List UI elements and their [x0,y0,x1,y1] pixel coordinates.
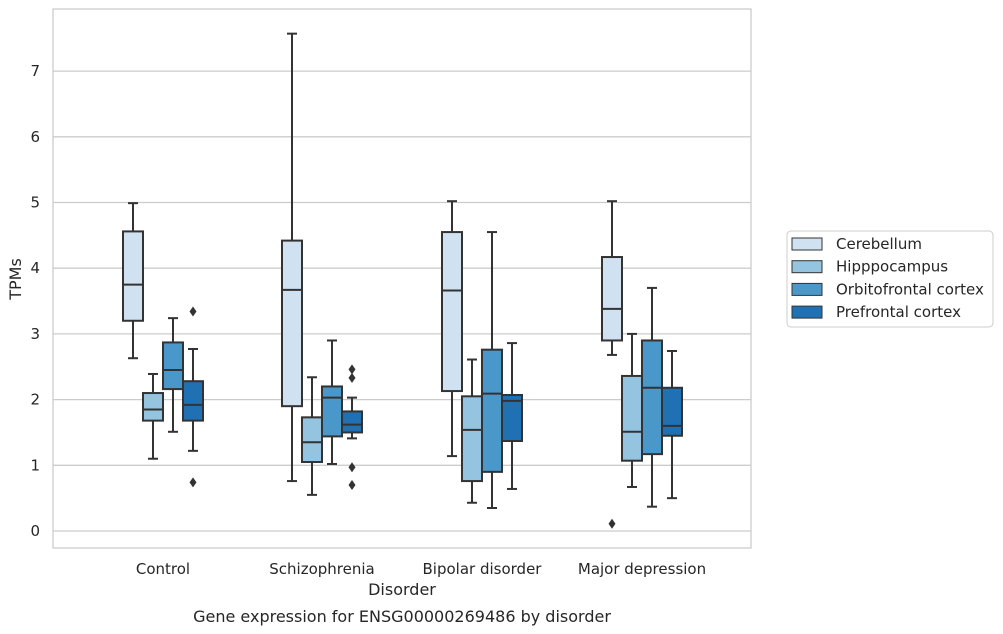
y-tick-label: 6 [30,128,40,146]
x-axis-label: Disorder [368,580,436,599]
x-tick-label: Control [136,560,190,578]
y-tick-label: 7 [30,62,40,80]
legend-frame [786,230,994,328]
y-tick-labels: 0 1 2 3 4 5 6 7 [30,62,40,540]
box-body [122,230,144,322]
box-body [661,386,683,437]
box [281,32,303,483]
box-body [501,394,523,442]
x-tick-label: Bipolar disorder [423,560,543,578]
box [661,349,683,500]
x-tick-label: Schizophrenia [269,560,374,578]
legend: Cerebellum Hipppocampus Orbitofrontal cort… [786,230,994,328]
box-body [601,256,623,342]
legend-label: Cerebellum [836,235,922,253]
box-body [281,239,303,408]
outlier-marker [608,518,616,529]
y-axis-label: TPMs [6,258,25,301]
box-body [182,380,204,422]
plot-area [53,9,751,548]
box-body [142,392,164,422]
legend-label: Orbitofrontal cortex [836,280,984,298]
box [621,332,643,488]
box [441,200,463,458]
box-body [162,341,184,391]
y-tick-label: 1 [30,456,40,474]
box-body [301,416,323,464]
box-body [461,395,483,483]
outlier-marker [348,480,356,491]
gridlines [53,70,751,532]
legend-label: Prefrontal cortex [836,303,961,321]
box [142,372,164,460]
outlier-marker [189,477,197,488]
outlier-marker [189,306,197,317]
y-tick-label: 5 [30,194,40,212]
box [182,306,204,488]
box [501,342,523,490]
y-tick-label: 0 [30,522,40,540]
box-body [341,410,363,434]
legend-swatch [791,282,823,296]
legend-swatch [791,237,823,251]
plot-frame [52,8,752,549]
y-tick-label: 4 [30,259,40,277]
box [481,231,503,510]
box [601,200,623,529]
x-tick-labels: Control Schizophrenia Bipolar disorder Majo… [136,560,706,578]
box-body [481,348,503,473]
outlier-marker [348,462,356,473]
box-body [641,339,663,456]
x-tick-label: Major depression [578,560,706,578]
box-body [441,231,463,393]
box-series [122,32,683,529]
box [341,364,363,491]
y-tick-label: 3 [30,325,40,343]
box [301,376,323,496]
box-body [621,374,643,462]
box [122,202,144,360]
legend-swatch [791,260,823,274]
legend-label: Hipppocampus [836,258,948,276]
box-body [321,385,343,438]
box [641,286,663,508]
y-tick-label: 2 [30,391,40,409]
outlier-marker [348,372,356,383]
box [321,339,343,465]
chart-title: Gene expression for ENSG00000269486 by d… [193,607,611,626]
legend-swatch [791,305,823,319]
box [162,317,184,433]
outlier-marker [348,364,356,375]
